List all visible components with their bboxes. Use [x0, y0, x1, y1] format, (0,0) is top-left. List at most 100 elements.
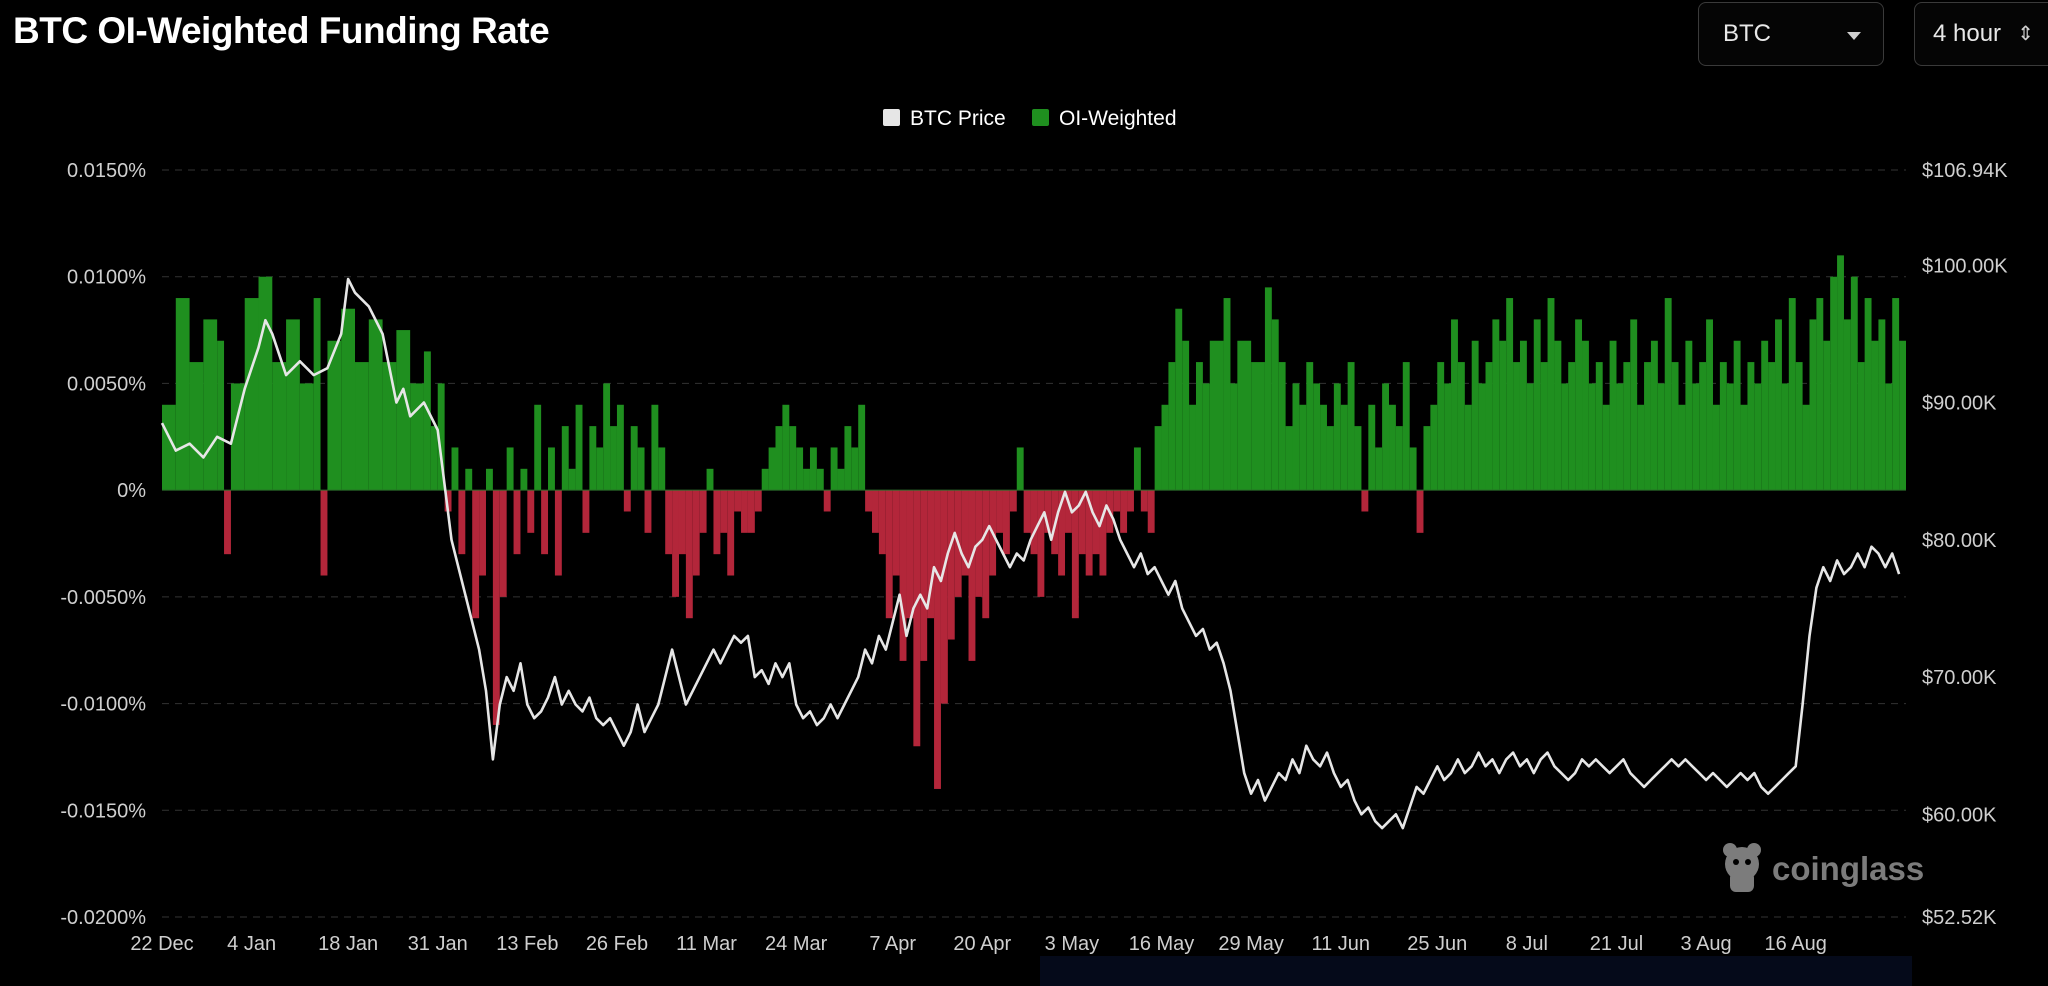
- funding-bar: [1175, 308, 1183, 491]
- funding-bar: [1058, 490, 1066, 576]
- right-axis-tick-label: $90.00K: [1922, 393, 1997, 415]
- funding-bar: [906, 490, 914, 619]
- funding-bar: [796, 447, 804, 491]
- legend-swatch-oi-weighted: [1032, 109, 1049, 126]
- funding-bar: [548, 447, 555, 491]
- funding-bar: [1306, 362, 1314, 491]
- funding-bar: [162, 404, 176, 491]
- right-axis: $106.94K $100.00K $90.00K $80.00K $70.00K $60…: [1922, 160, 2008, 929]
- coinglass-watermark: coinglass: [1723, 843, 1924, 892]
- grid-lines: [162, 169, 1906, 918]
- funding-bar: [1492, 319, 1500, 491]
- funding-bar: [1892, 298, 1900, 491]
- funding-bar: [299, 383, 314, 491]
- legend-swatch-btc-price: [883, 109, 900, 126]
- funding-bar: [1409, 447, 1417, 491]
- funding-bar: [1437, 362, 1445, 491]
- funding-bar: [761, 468, 769, 491]
- funding-bar: [961, 490, 969, 576]
- funding-bar: [1609, 340, 1617, 491]
- funding-bar: [1375, 447, 1383, 491]
- left-axis-tick-label: -0.0100%: [60, 694, 146, 716]
- funding-bar: [809, 447, 817, 491]
- funding-bar: [1637, 404, 1645, 491]
- funding-bar: [851, 447, 859, 491]
- funding-bar: [1485, 362, 1493, 491]
- funding-bar: [892, 490, 900, 576]
- funding-bar: [1519, 340, 1527, 491]
- funding-bar: [1513, 362, 1520, 491]
- funding-bar: [1823, 340, 1831, 491]
- up-down-arrows-icon: ⇕: [2017, 23, 2034, 45]
- funding-bar: [320, 490, 328, 576]
- funding-bar: [1195, 362, 1203, 491]
- legend-item-oi-weighted[interactable]: OI-Weighted: [1032, 107, 1177, 130]
- funding-bar: [1761, 340, 1769, 491]
- funding-bar: [1347, 362, 1355, 491]
- funding-bar: [1161, 404, 1169, 491]
- x-axis-tick-label: 22 Dec: [130, 933, 193, 955]
- funding-bar: [541, 490, 549, 555]
- funding-bar: [1533, 319, 1541, 491]
- funding-bar: [458, 490, 466, 555]
- funding-bar: [1009, 490, 1017, 512]
- funding-bar: [1168, 362, 1176, 491]
- legend-label-oi-weighted: OI-Weighted: [1059, 107, 1177, 130]
- left-axis-tick-label: -0.0200%: [60, 907, 146, 929]
- x-axis-tick-label: 11 Jun: [1311, 933, 1370, 955]
- funding-bar: [844, 426, 852, 491]
- funding-bar: [968, 490, 976, 661]
- funding-bar: [1602, 404, 1610, 491]
- funding-bar: [1795, 362, 1803, 491]
- funding-bar: [1147, 490, 1155, 533]
- funding-bar: [672, 490, 679, 597]
- funding-bar: [189, 362, 204, 491]
- funding-bar: [1237, 340, 1252, 491]
- left-axis-tick-label: 0.0150%: [67, 160, 146, 182]
- funding-bar: [506, 447, 514, 491]
- funding-bar: [1230, 383, 1238, 491]
- funding-bar: [203, 319, 218, 491]
- funding-bar: [630, 426, 638, 491]
- interval-select[interactable]: 4 hour ⇕: [1914, 2, 2048, 66]
- funding-bar: [858, 404, 866, 491]
- funding-bar: [823, 490, 831, 512]
- left-axis-tick-label: 0.0050%: [67, 373, 146, 395]
- asset-select[interactable]: BTC: [1698, 2, 1884, 66]
- funding-bar: [1444, 383, 1452, 491]
- x-axis-tick-label: 3 May: [1045, 933, 1099, 955]
- funding-bar: [1595, 362, 1603, 491]
- x-axis-tick-label: 7 Apr: [869, 933, 916, 955]
- x-axis-tick-label: 4 Jan: [227, 933, 276, 955]
- funding-bar: [1154, 426, 1162, 491]
- legend-item-btc-price[interactable]: BTC Price: [883, 107, 1006, 130]
- x-axis-tick-label: 16 Aug: [1765, 933, 1827, 955]
- funding-bar: [258, 276, 273, 491]
- funding-bar: [1389, 404, 1396, 491]
- left-axis-tick-label: 0%: [117, 480, 146, 502]
- funding-bar: [313, 298, 321, 491]
- funding-bar: [230, 383, 245, 491]
- funding-bar: [1664, 298, 1672, 491]
- funding-bar: [444, 490, 452, 512]
- funding-bar: [603, 383, 611, 491]
- funding-bar: [1361, 490, 1369, 512]
- funding-bar: [1561, 383, 1569, 491]
- funding-bar: [1099, 490, 1107, 576]
- btc-price-line: [160, 277, 1901, 830]
- funding-bar: [1740, 404, 1748, 491]
- funding-bar: [623, 490, 631, 512]
- funding-bar: [341, 308, 356, 491]
- x-axis-tick-label: 21 Jul: [1590, 933, 1643, 955]
- funding-bar: [1002, 490, 1010, 555]
- funding-bar: [479, 490, 486, 576]
- funding-bar: [1547, 298, 1555, 491]
- right-axis-tick-label: $80.00K: [1922, 530, 1997, 552]
- funding-bar: [685, 490, 693, 619]
- funding-bar: [982, 490, 990, 619]
- funding-bar: [1133, 447, 1141, 491]
- funding-bar: [1382, 383, 1390, 491]
- funding-bar: [1430, 404, 1438, 491]
- funding-bar: [582, 490, 590, 533]
- funding-bar: [1568, 362, 1576, 491]
